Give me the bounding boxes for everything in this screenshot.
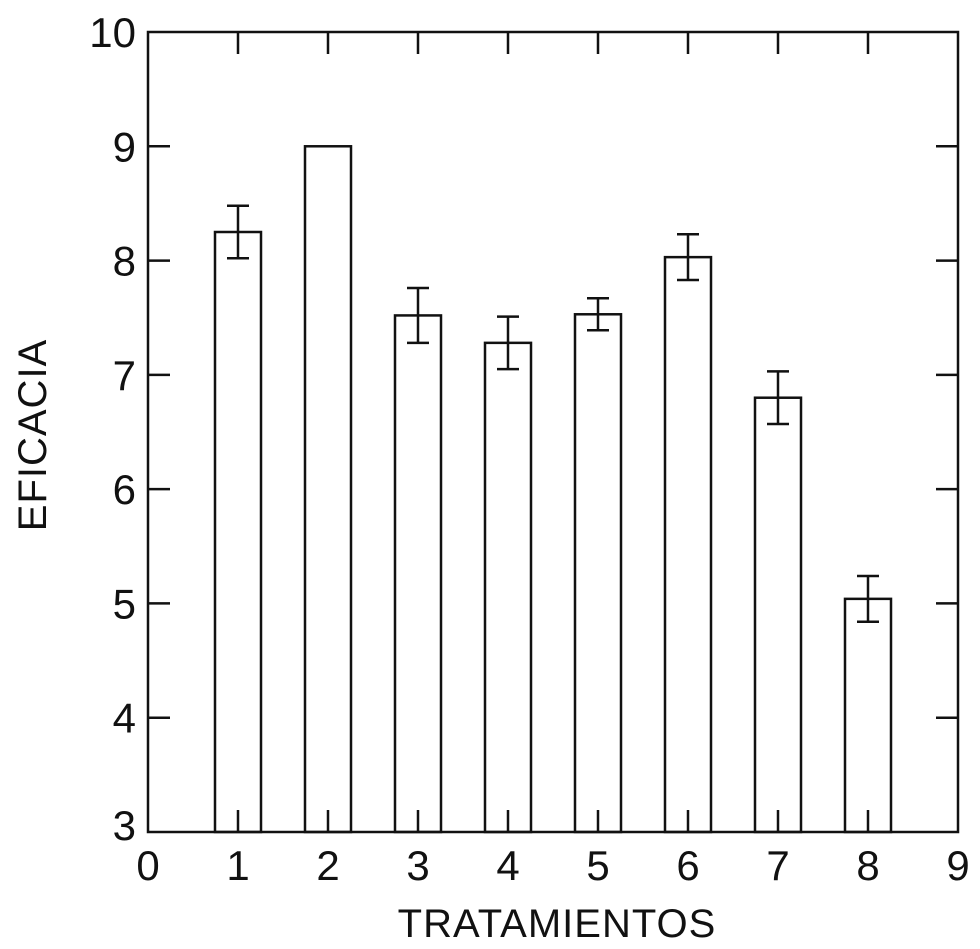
bar-8: [843, 597, 893, 834]
bar-5: [573, 313, 623, 834]
x-tick-label-3: 3: [406, 842, 429, 889]
bar-4: [483, 341, 533, 834]
tick-labels-layer: 0 1 2 3 4 5 6 7 8 9 3 4 5 6 7 8 9 10: [89, 9, 969, 889]
error-bar-7: [767, 370, 789, 426]
x-tick-label-7: 7: [766, 842, 789, 889]
x-tick-label-4: 4: [496, 842, 519, 889]
x-tick-label-5: 5: [586, 842, 609, 889]
error-bar-4: [497, 315, 519, 371]
plot-frame: [146, 30, 960, 834]
error-bars-layer: [227, 204, 879, 623]
x-tick-label-2: 2: [316, 842, 339, 889]
x-tick-label-9: 9: [946, 842, 969, 889]
y-tick-label-8: 8: [113, 238, 136, 285]
error-bar-6: [677, 233, 699, 282]
x-tick-label-0: 0: [136, 842, 159, 889]
ticks-layer: [148, 32, 958, 832]
error-bar-3: [407, 286, 429, 345]
bar-7: [753, 396, 803, 834]
y-tick-label-6: 6: [113, 466, 136, 513]
error-bar-5: [587, 297, 609, 332]
y-tick-label-4: 4: [113, 695, 136, 742]
y-tick-label-9: 9: [113, 123, 136, 170]
x-tick-label-1: 1: [226, 842, 249, 889]
bar-2: [303, 145, 353, 834]
y-tick-label-10: 10: [89, 9, 136, 56]
error-bar-1: [227, 204, 249, 260]
bar-3: [393, 314, 443, 834]
x-tick-label-8: 8: [856, 842, 879, 889]
y-tick-label-7: 7: [113, 352, 136, 399]
x-axis-label: TRATAMIENTOS: [398, 902, 717, 946]
error-bar-8: [857, 574, 879, 623]
bar-1: [213, 230, 263, 834]
bar-6: [663, 255, 713, 834]
bars-layer: [213, 145, 893, 834]
y-axis-label: EFICACIA: [11, 339, 55, 531]
y-tick-label-3: 3: [113, 802, 136, 849]
y-tick-label-5: 5: [113, 580, 136, 627]
x-tick-label-6: 6: [676, 842, 699, 889]
